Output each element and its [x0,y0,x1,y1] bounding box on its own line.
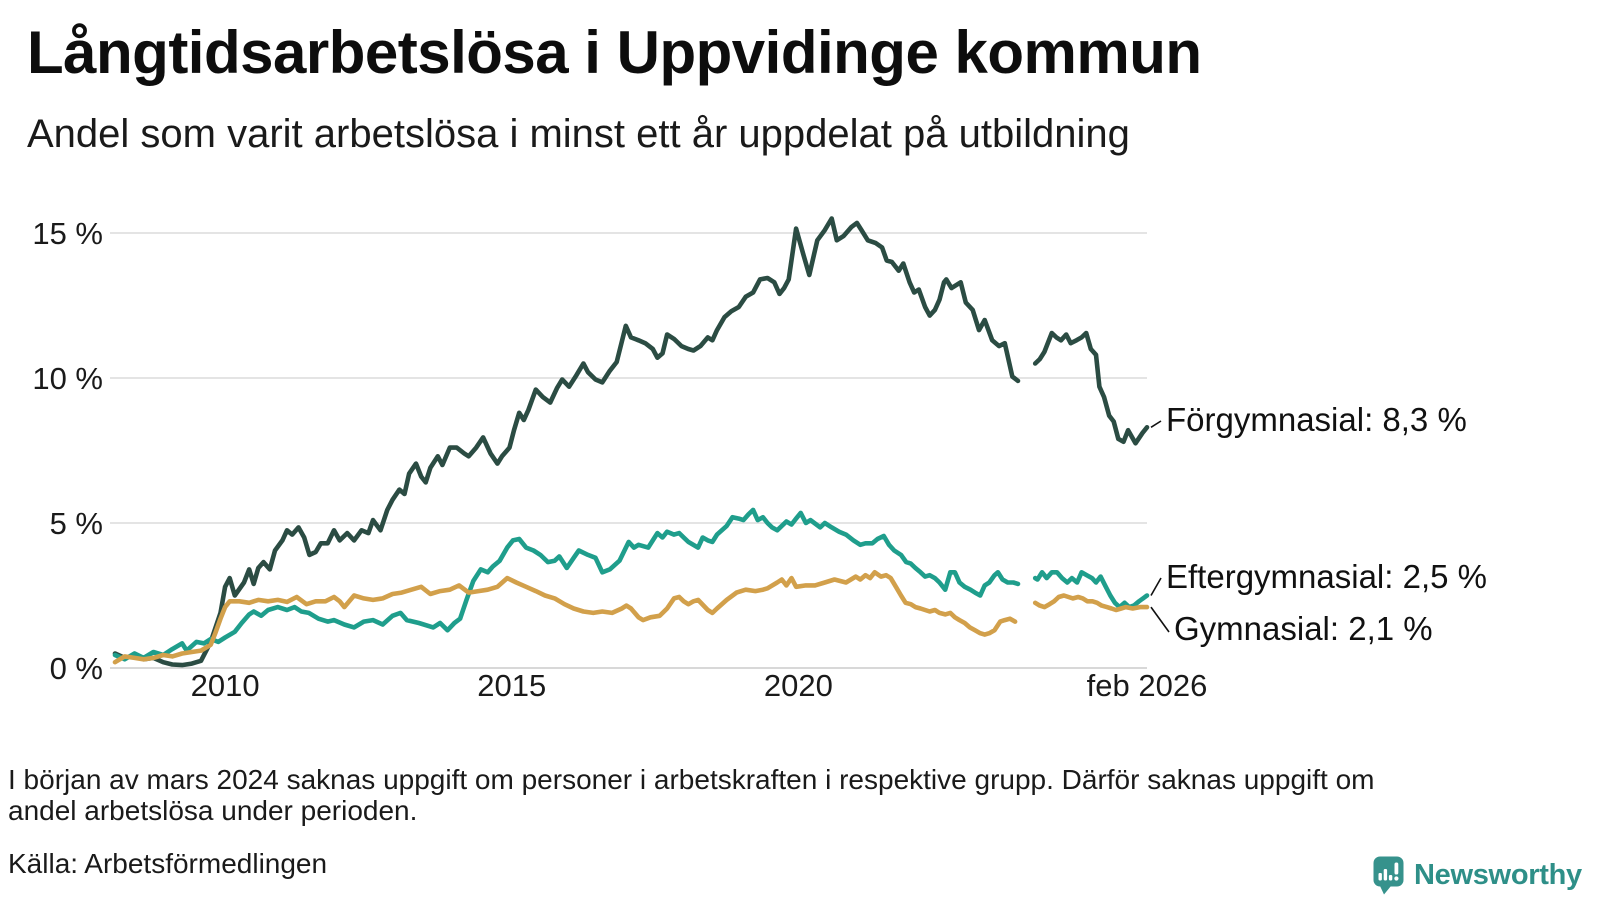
svg-text:feb 2026: feb 2026 [1087,668,1208,703]
newsworthy-icon [1373,856,1404,895]
series-label-forgymnasial: Förgymnasial: 8,3 % [1166,401,1467,438]
svg-text:0 %: 0 % [50,651,103,686]
svg-text:15 %: 15 % [32,216,103,251]
newsworthy-logo: Newsworthy [1373,856,1582,895]
svg-text:5 %: 5 % [50,506,103,541]
page-title: Långtidsarbetslösa i Uppvidinge kommun [27,19,1202,86]
footnote: I början av mars 2024 saknas uppgift om … [8,764,1374,826]
footnote-line-2: andel arbetslösa under perioden. [8,795,418,826]
svg-text:2020: 2020 [764,668,833,703]
newsworthy-wordmark: Newsworthy [1414,859,1582,891]
series-label-eftergymnasial: Eftergymnasial: 2,5 % [1166,558,1487,595]
series-label-gymnasial: Gymnasial: 2,1 % [1174,610,1433,647]
source-credit: Källa: Arbetsförmedlingen [8,848,328,879]
svg-text:10 %: 10 % [32,361,103,396]
svg-text:2015: 2015 [477,668,546,703]
svg-text:2010: 2010 [191,668,260,703]
footnote-line-1: I början av mars 2024 saknas uppgift om … [8,764,1375,795]
page-subtitle: Andel som varit arbetslösa i minst ett å… [27,112,1130,156]
